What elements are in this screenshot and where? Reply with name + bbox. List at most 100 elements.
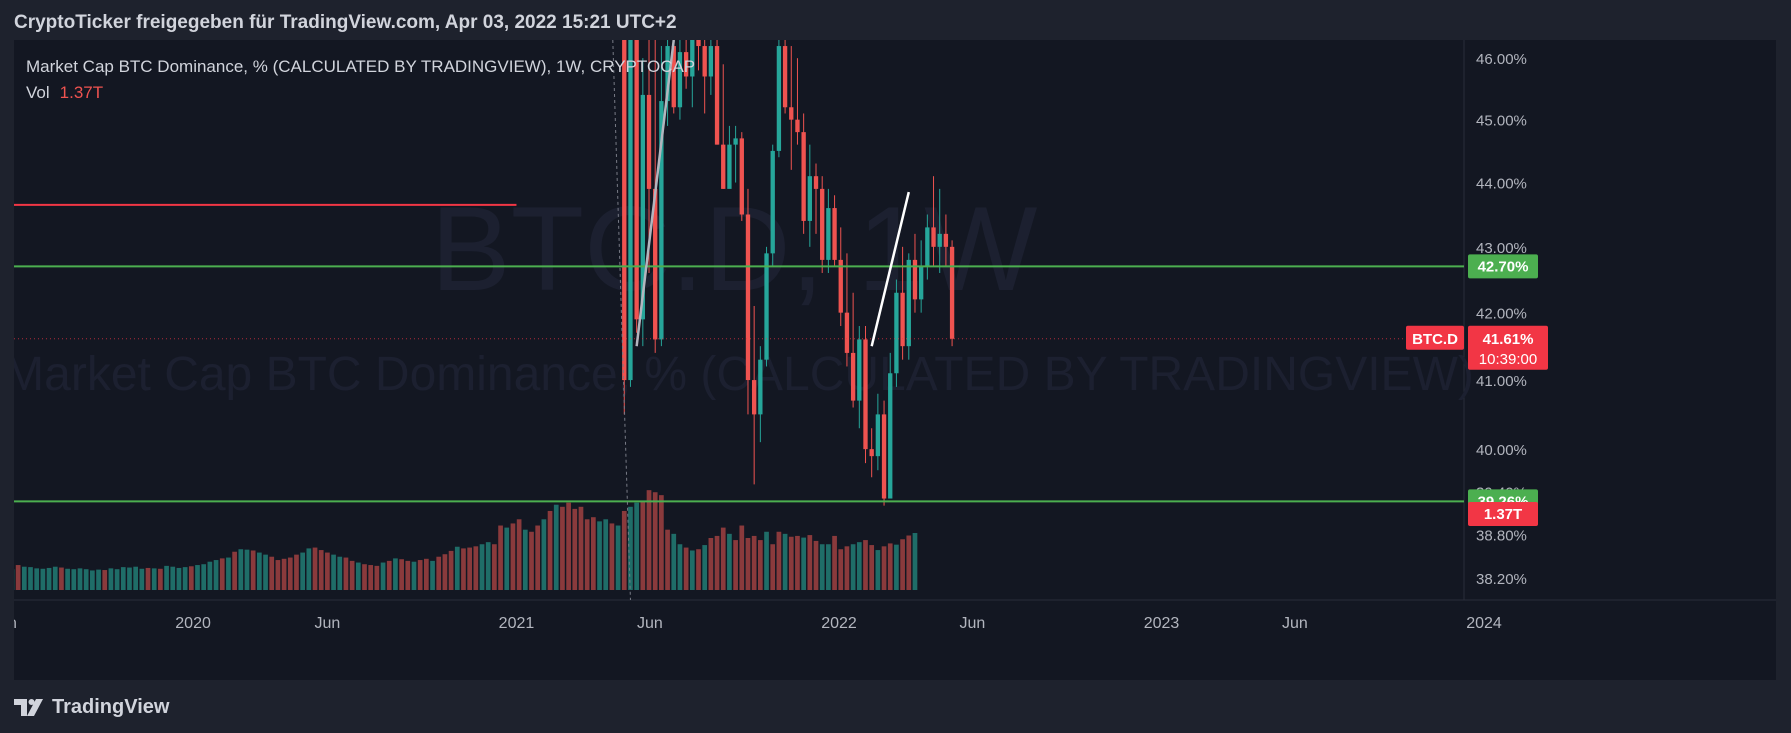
volume-bar [28, 567, 33, 590]
volume-bar [442, 554, 448, 590]
candle-body [925, 227, 930, 267]
volume-bar [21, 566, 27, 590]
volume-bar [90, 570, 95, 590]
candle-body [869, 449, 874, 457]
volume-bar [560, 506, 565, 590]
volume-bar [257, 552, 262, 590]
volume-bar [238, 549, 244, 590]
volume-bar [671, 533, 677, 590]
symbol-tag-text: BTC.D [1412, 331, 1458, 348]
volume-bar [102, 570, 108, 590]
volume-bar [96, 569, 101, 590]
volume-bar [875, 550, 881, 590]
volume-bar [374, 565, 380, 590]
volume-price-label-text: 1.37T [1484, 506, 1522, 523]
volume-bar [900, 539, 905, 590]
level-price-label [1468, 254, 1538, 279]
volume-bar [708, 538, 714, 590]
volume-bar [764, 531, 769, 590]
volume-bar [133, 566, 139, 590]
candle-body [795, 119, 800, 133]
candle-body [622, 40, 627, 381]
tradingview-logo-icon [14, 699, 44, 716]
time-axis-tick-label: Jun [1282, 615, 1308, 632]
tradingview-brand-text: TradingView [52, 696, 170, 718]
candle-body [745, 214, 751, 381]
volume-bar [325, 552, 330, 590]
volume-bar [83, 569, 89, 590]
volume-bar [294, 554, 299, 590]
volume-bar [275, 560, 281, 590]
watermark-symbol: BTC.D, 1W [431, 182, 1038, 316]
chart-area[interactable]: BTC.D, 1W Market Cap BTC Dominance, % (CA… [14, 40, 1776, 680]
level-price-label-text: 42.70% [1478, 258, 1529, 275]
volume-bar [207, 561, 213, 590]
volume-bar [417, 560, 423, 590]
chart-legend: Market Cap BTC Dominance, % (CALCULATED … [26, 54, 695, 106]
volume-bar [355, 562, 361, 590]
volume-bar [714, 535, 720, 590]
candlestick-chart[interactable]: BTC.D, 1W Market Cap BTC Dominance, % (CA… [14, 40, 1776, 680]
candle-body [875, 414, 881, 457]
volume-bar [492, 544, 497, 590]
candle-body [832, 208, 837, 260]
volume-bar [287, 557, 293, 590]
volume-bar [213, 560, 219, 590]
volume-bar [689, 550, 695, 590]
volume-bar [46, 567, 52, 590]
tradingview-branding[interactable]: TradingView [14, 696, 169, 719]
legend-volume-value: 1.37T [59, 83, 104, 102]
time-axis-tick-label: Jun [960, 615, 986, 632]
candle-body [931, 227, 936, 247]
candle-body [758, 359, 763, 415]
legend-volume-label: Vol [26, 83, 50, 102]
volume-bar [844, 546, 850, 590]
volume-bar [628, 506, 633, 590]
volume-bar [757, 540, 763, 590]
volume-bar [15, 565, 21, 590]
volume-bar [590, 517, 596, 590]
volume-bar [232, 551, 237, 590]
candle-body [807, 176, 812, 221]
volume-bar [838, 549, 844, 590]
volume-bar [727, 533, 732, 590]
volume-bar [541, 519, 547, 590]
candle-body [653, 188, 658, 340]
time-axis-tick-label: 2023 [1144, 615, 1180, 632]
volume-bar [300, 552, 306, 590]
candle-body [696, 40, 701, 47]
volume-bar [745, 538, 751, 590]
candle-body [894, 292, 899, 374]
price-axis-tick-label: 45.00% [1476, 113, 1527, 130]
volume-bar [108, 568, 114, 590]
volume-bar [368, 565, 374, 590]
candle-body [782, 46, 788, 108]
volume-bar [454, 546, 460, 590]
volume-bar [646, 490, 652, 590]
trend-line [635, 40, 675, 347]
time-axis-tick-label: Jun [14, 615, 17, 632]
candle-body [634, 40, 639, 320]
volume-bar [535, 525, 541, 590]
volume-bar [510, 523, 516, 590]
candle-body [863, 339, 868, 450]
candle-body [628, 40, 633, 381]
volume-bar [739, 525, 745, 590]
volume-bar [782, 533, 788, 590]
price-axis-tick-label: 38.80% [1476, 527, 1527, 544]
volume-bar [399, 559, 404, 590]
volume-bar [349, 560, 355, 590]
candle-body [671, 46, 676, 108]
volume-bar [318, 550, 324, 590]
volume-bar [609, 523, 615, 590]
candle-body [733, 138, 738, 145]
price-axis-tick-label: 46.00% [1476, 51, 1527, 68]
candle-body [850, 352, 856, 401]
symbol-tag [1406, 325, 1464, 350]
volume-bar [170, 566, 176, 590]
candle-body [838, 259, 843, 313]
time-axis-tick-label: 2022 [821, 615, 857, 632]
price-axis-tick-label: 43.00% [1476, 240, 1527, 257]
candle-body [727, 144, 732, 189]
volume-bar [473, 546, 479, 590]
